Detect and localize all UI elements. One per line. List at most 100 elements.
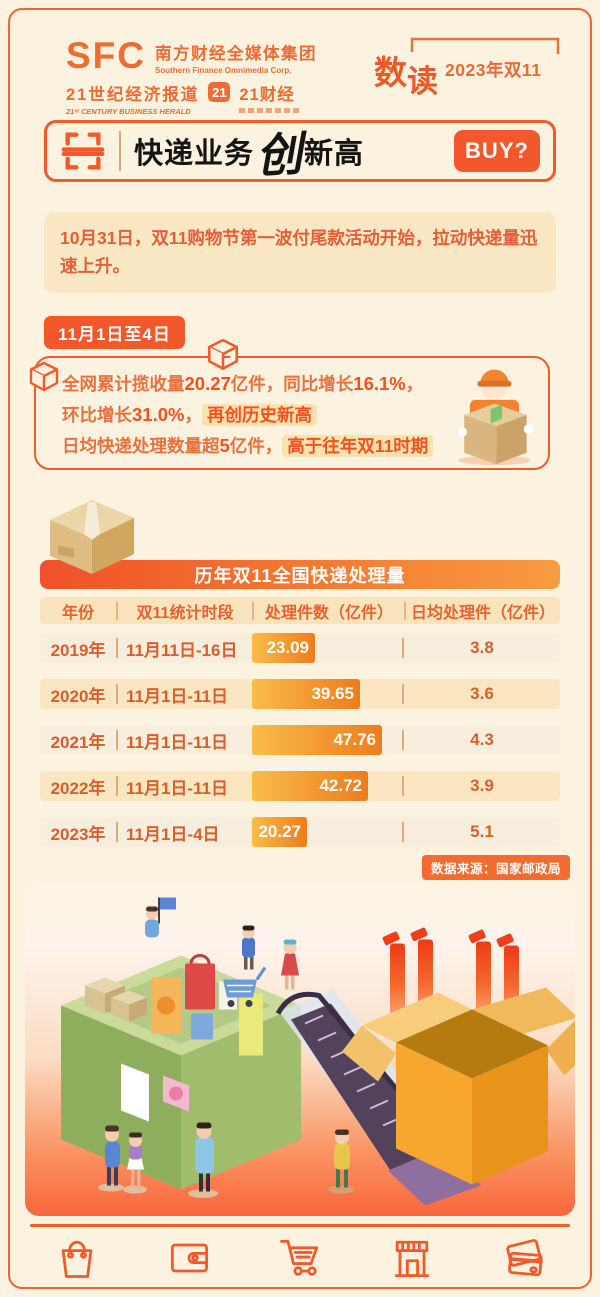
stats-highlight-compare: 高于往年双11时期 bbox=[282, 434, 434, 457]
wallet-icon bbox=[170, 1243, 208, 1273]
21-caijing-tagline bbox=[239, 108, 302, 113]
row-divider bbox=[116, 776, 118, 796]
stats-text: 环比增长 bbox=[62, 404, 132, 425]
group-name-en: Southern Finance Omnimedia Corp. bbox=[155, 66, 292, 75]
21-caijing-name: 21财经 bbox=[239, 86, 295, 104]
series-label: 数 读 2023年双11 bbox=[374, 36, 574, 100]
publisher-logo: SFC 南方财经全媒体集团 Southern Finance Omnimedia… bbox=[66, 35, 317, 116]
stats-text: ， bbox=[184, 404, 202, 425]
stat-daily-volume: 5 bbox=[219, 434, 230, 456]
volume-value: 39.65 bbox=[311, 684, 354, 703]
stats-text: 亿件， bbox=[229, 435, 283, 456]
row-divider bbox=[116, 822, 118, 842]
page-title: 快递业务 创 新高 bbox=[134, 126, 365, 184]
group-names: 南方财经全媒体集团 Southern Finance Omnimedia Cor… bbox=[155, 40, 317, 75]
courier-illustration bbox=[457, 369, 534, 466]
series-title-char1: 数 bbox=[374, 54, 407, 91]
volume-bar: 42.72 bbox=[252, 771, 368, 801]
people-figures bbox=[98, 897, 354, 1198]
column-header-year: 年份 bbox=[61, 604, 94, 622]
volume-bar: 47.76 bbox=[252, 725, 382, 755]
volume-bar: 23.09 bbox=[252, 633, 315, 663]
row-divider bbox=[402, 822, 404, 842]
table-row: 2023年 11月1日-4日 20.27 5.1 bbox=[40, 817, 560, 847]
title-banner: 快递业务 创 新高 BUY? bbox=[44, 120, 556, 184]
header-divider bbox=[252, 601, 254, 620]
open-box-illustration bbox=[342, 927, 575, 1185]
logo-row-sfc: SFC 南方财经全媒体集团 Southern Finance Omnimedia… bbox=[66, 35, 317, 76]
column-header-period: 双11统计时段 bbox=[136, 604, 234, 622]
21-app-badge: 21 bbox=[208, 82, 231, 102]
row-divider bbox=[116, 684, 118, 704]
header-divider bbox=[116, 601, 118, 620]
volume-value: 42.72 bbox=[319, 776, 362, 795]
row-divider bbox=[402, 776, 404, 796]
cell-year: 2021年 bbox=[50, 732, 106, 752]
stats-highlight-record: 再创历史新高 bbox=[201, 403, 317, 426]
21-caijing: 21财经 bbox=[239, 81, 302, 113]
cell-daily: 3.6 bbox=[470, 684, 494, 703]
footer-icon-strip bbox=[30, 1233, 570, 1283]
shopping-bag-icon bbox=[61, 1240, 93, 1278]
title-divider bbox=[119, 131, 121, 171]
column-header-volume: 处理件数（亿件） bbox=[264, 604, 393, 622]
stats-line-3: 日均快递处理数量超5亿件， 高于往年双11时期 bbox=[62, 432, 448, 460]
table-title: 历年双11全国快递处理量 bbox=[40, 560, 560, 589]
cell-volume: 23.09 bbox=[252, 633, 402, 663]
shopping-illustration bbox=[61, 897, 575, 1206]
cell-volume: 39.65 bbox=[252, 679, 402, 709]
stats-line-2: 环比增长31.0%， 再创历史新高 bbox=[62, 401, 448, 429]
page-title-script-char: 创 bbox=[254, 126, 304, 184]
table-row: 2021年 11月1日-11日 47.76 4.3 bbox=[40, 725, 560, 755]
herald-name-cn: 21世纪经济报道 bbox=[66, 86, 200, 104]
header-divider bbox=[404, 601, 406, 620]
series-title: 数 读 2023年双11 bbox=[374, 46, 542, 99]
page-title-main: 快递业务 bbox=[134, 138, 255, 170]
cell-daily: 5.1 bbox=[470, 822, 494, 841]
intro-notice: 10月31日，双11购物节第一波付尾款活动开始，拉动快递量迅速上升。 bbox=[44, 212, 556, 293]
stats-text: 亿件，同比增长 bbox=[230, 374, 354, 394]
stat-mom-growth: 31.0% bbox=[132, 403, 185, 425]
table-row: 2020年 11月1日-11日 39.65 3.6 bbox=[40, 679, 560, 709]
table-row: 2019年 11月11日-16日 23.09 3.8 bbox=[40, 633, 560, 663]
sfc-logo: SFC bbox=[66, 35, 146, 76]
series-title-char2: 读 bbox=[407, 64, 438, 99]
buy-button: BUY? bbox=[454, 130, 540, 172]
cell-period: 11月1日-11日 bbox=[126, 778, 229, 798]
row-divider bbox=[116, 638, 118, 658]
volume-value: 47.76 bbox=[333, 730, 376, 749]
cell-daily: 3.9 bbox=[470, 776, 494, 795]
group-name-cn: 南方财经全媒体集团 bbox=[155, 45, 317, 63]
cell-period: 11月1日-4日 bbox=[126, 824, 220, 844]
stats-line-1: 全网累计揽收量20.27亿件，同比增长16.1%， bbox=[62, 370, 448, 398]
logo-row-herald: 21世纪经济报道 21ˢᵗ CENTURY BUSINESS HERALD 21… bbox=[66, 81, 317, 116]
stat-yoy-growth: 16.1% bbox=[353, 373, 406, 394]
cell-period: 11月1日-11日 bbox=[126, 686, 229, 706]
stats-text: ， bbox=[405, 374, 424, 394]
stats-text: 日均快递处理数量超 bbox=[62, 435, 220, 456]
package-scan-icon bbox=[61, 132, 105, 170]
shopping-cart-icon bbox=[280, 1239, 319, 1276]
cell-year: 2020年 bbox=[50, 686, 106, 706]
page-title-tail: 新高 bbox=[304, 138, 365, 170]
shopping-illustration-panel bbox=[25, 886, 575, 1216]
cell-volume: 42.72 bbox=[252, 771, 402, 801]
herald-names: 21世纪经济报道 21ˢᵗ CENTURY BUSINESS HERALD bbox=[66, 81, 199, 116]
intro-notice-text: 10月31日，双11购物节第一波付尾款活动开始，拉动快递量迅速上升。 bbox=[60, 228, 538, 277]
period-badge: 11月1日至4日 bbox=[44, 316, 185, 349]
row-divider bbox=[116, 730, 118, 750]
data-source-badge: 数据来源：国家邮政局 bbox=[421, 855, 570, 880]
volume-value: 23.09 bbox=[266, 638, 309, 657]
cell-year: 2023年 bbox=[50, 824, 106, 844]
bracket-line bbox=[410, 37, 560, 54]
cell-period: 11月11日-16日 bbox=[126, 640, 238, 660]
herald-name-en: 21ˢᵗ CENTURY BUSINESS HERALD bbox=[66, 107, 191, 116]
row-divider bbox=[402, 730, 404, 750]
volume-value: 20.27 bbox=[258, 822, 301, 841]
footer-divider bbox=[30, 1224, 570, 1227]
table-body: 2019年 11月11日-16日 23.09 3.8 2020年 11月1日-1… bbox=[40, 633, 560, 863]
cell-year: 2019年 bbox=[50, 640, 106, 660]
cell-period: 11月1日-11日 bbox=[126, 732, 229, 752]
cell-year: 2022年 bbox=[50, 778, 106, 798]
series-edition: 2023年双11 bbox=[445, 60, 542, 80]
